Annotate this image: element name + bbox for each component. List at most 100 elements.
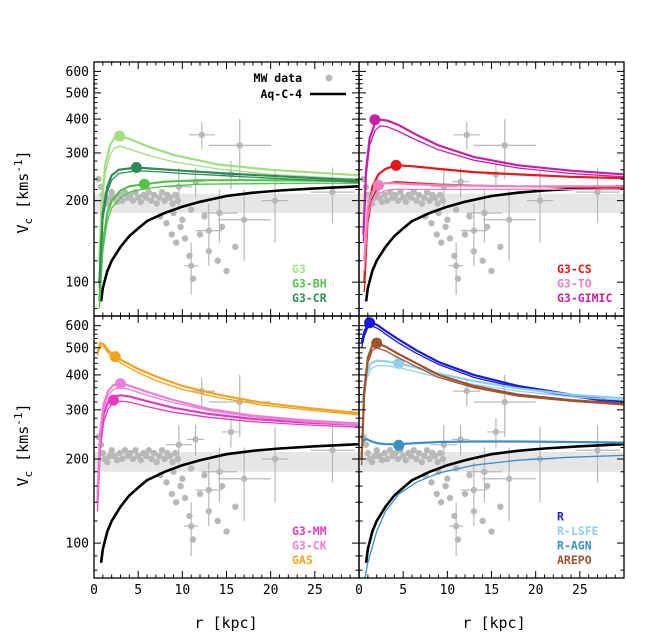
mw-data-point: [108, 188, 115, 196]
mw-data-point: [121, 447, 129, 454]
mw-data-point: [177, 223, 184, 231]
mw-data-point: [223, 267, 230, 275]
mw-data-point: [362, 441, 370, 448]
mw-data-point: [108, 447, 115, 454]
g3-ck-marker: [115, 378, 126, 390]
g3-cr-marker: [130, 162, 142, 174]
legend-r: R: [557, 510, 564, 524]
mw-data-point: [439, 197, 447, 204]
mw-data-point: [402, 457, 410, 464]
g3-cr-curve: [98, 166, 359, 283]
mw-data-point: [423, 188, 431, 196]
x-tick-label: 0: [355, 583, 363, 598]
mw-data-point: [470, 227, 478, 234]
mw-data-point: [378, 457, 386, 464]
mw-data-point: [434, 200, 441, 207]
mw-data-point: [505, 475, 513, 482]
mw-data-point: [492, 428, 500, 436]
x-tick-label: 10: [175, 583, 191, 598]
mw-data-point: [158, 188, 166, 196]
mw-data-point: [488, 528, 495, 535]
mw-data-point: [439, 455, 447, 463]
mw-data-point: [236, 142, 243, 149]
mw-data-point: [163, 479, 170, 486]
mw-data-point: [181, 494, 189, 502]
y-axis-title-bottom: Vc [kms-1]: [12, 403, 35, 486]
mw-data-point: [426, 197, 433, 204]
mw-data-point: [394, 197, 402, 204]
mw-data-point: [466, 472, 473, 479]
mw-data-point: [186, 252, 193, 260]
y-tick-label: 300: [66, 403, 89, 418]
g3-gimic-curve: [362, 125, 624, 243]
mw-data-point: [271, 455, 279, 463]
mw-data-point: [373, 447, 380, 454]
mw-data-point: [501, 142, 508, 149]
mw-data-point: [433, 231, 440, 238]
mw-data-point: [413, 197, 420, 204]
mw-data-point: [148, 197, 155, 204]
g3-ck-curve: [96, 382, 359, 494]
mw-data-point: [172, 239, 180, 246]
mw-data-point: [381, 449, 388, 457]
mw-data-point: [446, 235, 454, 242]
mw-data-point: [129, 455, 137, 463]
mw-data-point: [161, 455, 168, 463]
mw-data-point: [271, 197, 279, 204]
x-tick-label: 5: [134, 583, 142, 598]
mw-data-point: [461, 490, 469, 498]
x-tick-label: 15: [219, 583, 235, 598]
mw-data-point: [479, 517, 486, 525]
mw-data-point: [418, 200, 425, 207]
g3-gimic-curve: [362, 118, 624, 235]
mw-data-point: [437, 449, 444, 457]
mw-data-point: [169, 200, 176, 207]
mw-data-point: [161, 197, 168, 204]
mw-data-point: [421, 194, 428, 201]
plot-area-top-right: [359, 114, 624, 302]
g3-to-curve: [363, 182, 624, 261]
mw-data-point: [148, 455, 155, 463]
plot-area-bottom-right: [359, 317, 624, 578]
mw-data-point: [402, 198, 410, 206]
x-tick-label: 20: [528, 583, 544, 598]
mw-data-point: [371, 452, 379, 460]
mw-data-point: [198, 131, 205, 139]
x-tick-label: 25: [572, 583, 588, 598]
mw-data-point: [481, 209, 488, 217]
mw-data-point: [153, 458, 160, 466]
y-tick-label: 200: [66, 194, 89, 209]
mw-data-point: [179, 216, 186, 223]
g3-gimic-marker: [369, 114, 381, 126]
mw-data-point: [481, 468, 488, 475]
mw-data-point: [407, 452, 415, 460]
aq-c-4-legend-label: Aq-C-4: [260, 87, 302, 101]
g3-mm-curve: [96, 400, 359, 512]
mw-data-point: [174, 197, 182, 204]
g3-cs-marker: [390, 159, 402, 171]
y-tick-label: 100: [66, 276, 89, 291]
mw-data-point: [137, 198, 145, 206]
mw-data-point: [166, 452, 174, 460]
mw-data-point: [470, 248, 478, 255]
mw-data-point: [218, 223, 226, 231]
mw-data-point: [410, 188, 417, 196]
mw-data-point: [442, 223, 449, 231]
legend-r-agn: R-AGN: [557, 539, 592, 553]
mw-data-point: [156, 194, 163, 201]
legend-g3-cs: G3-CS: [557, 262, 592, 276]
mw-data-point: [104, 458, 111, 466]
plot-area-top-left: [94, 119, 359, 309]
mw-data-point: [137, 457, 145, 464]
mw-data-point: [113, 457, 121, 464]
x-axis-title-left: r [kpc]: [194, 614, 257, 632]
mw-data-point: [232, 503, 239, 510]
mw-data-point: [461, 231, 469, 238]
mw-data-point: [444, 216, 451, 223]
x-tick-label: 10: [440, 583, 456, 598]
mw-data-point: [423, 447, 431, 454]
mw-data-point: [470, 508, 478, 515]
mw-data-point: [463, 131, 470, 139]
mw-data-legend-marker: [325, 74, 333, 82]
